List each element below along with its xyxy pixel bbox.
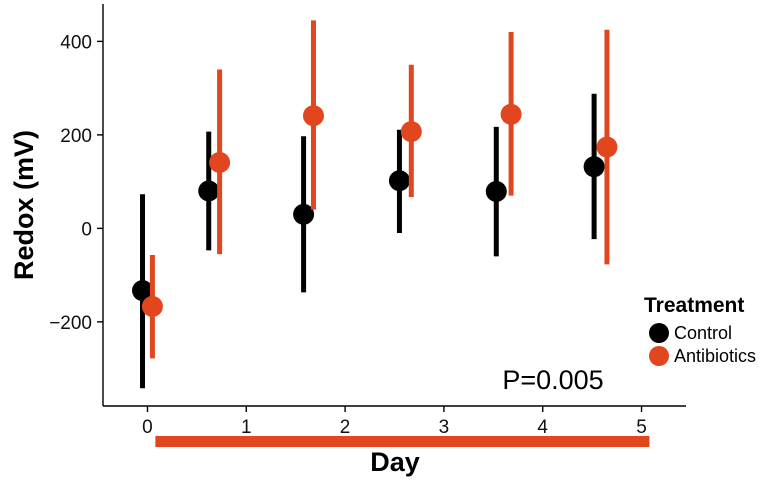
legend-items: Control Antibiotics xyxy=(649,323,756,366)
y-tick-label: 0 xyxy=(81,219,92,240)
control-point xyxy=(293,203,315,225)
x-tick-label: 4 xyxy=(537,417,548,438)
x-tick-label: 0 xyxy=(142,417,153,438)
y-tick-label: −200 xyxy=(49,313,92,334)
treatment-period-bar xyxy=(155,436,650,447)
legend: Treatment Control Antibiotics xyxy=(644,294,756,366)
antibiotics-point xyxy=(500,103,522,125)
series-control xyxy=(132,93,605,389)
antibiotics-point xyxy=(400,121,422,143)
control-point xyxy=(388,170,410,192)
legend-title: Treatment xyxy=(644,294,744,317)
antibiotics-point xyxy=(596,136,618,158)
control-point xyxy=(132,280,154,302)
legend-label-antibiotics: Antibiotics xyxy=(674,346,756,366)
y-tick-label: 400 xyxy=(60,32,92,53)
x-tick-label: 5 xyxy=(636,417,647,438)
antibiotics-point xyxy=(141,295,163,317)
x-tick-label: 2 xyxy=(340,417,351,438)
control-point xyxy=(485,180,507,202)
antibiotics-point xyxy=(209,151,231,173)
control-point xyxy=(583,156,605,178)
control-point xyxy=(198,180,220,202)
y-ticks-layer: −200 0 200 400 xyxy=(49,32,103,334)
y-tick-label: 200 xyxy=(60,126,92,147)
x-tick-label: 3 xyxy=(439,417,450,438)
y-axis-title: Redox (mV) xyxy=(9,130,39,280)
series-layer xyxy=(132,20,618,389)
antibiotics-point xyxy=(302,105,324,127)
x-ticks-layer: 0 1 2 3 4 5 xyxy=(142,406,647,438)
series-antibiotics xyxy=(141,20,618,359)
legend-key-antibiotics xyxy=(649,346,669,366)
p-value-annotation: P=0.005 xyxy=(502,365,603,395)
x-axis-title: Day xyxy=(370,447,420,477)
legend-key-control xyxy=(649,323,669,343)
x-tick-label: 1 xyxy=(241,417,252,438)
legend-label-control: Control xyxy=(674,323,732,343)
treatment-bar-layer xyxy=(155,436,650,447)
